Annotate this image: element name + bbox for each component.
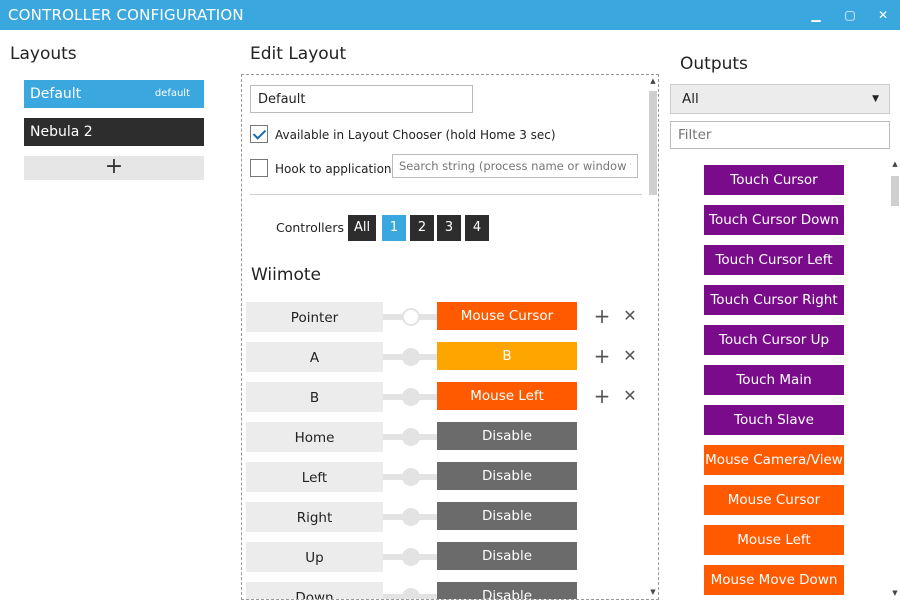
mapping-input[interactable]: Down xyxy=(246,582,383,599)
mapping-knob[interactable] xyxy=(402,308,420,326)
layout-item-label: Nebula 2 xyxy=(30,124,93,140)
available-label: Available in Layout Chooser (hold Home 3… xyxy=(275,128,556,142)
mapping-knob[interactable] xyxy=(402,508,420,526)
mapping-knob[interactable] xyxy=(402,588,420,599)
mapping-knob[interactable] xyxy=(402,388,420,406)
output-item[interactable]: Touch Slave xyxy=(704,405,844,435)
close-icon[interactable]: ✕ xyxy=(623,306,637,325)
mapping-output[interactable]: Disable xyxy=(437,582,577,599)
controller-2-button[interactable]: 2 xyxy=(410,215,434,241)
output-item[interactable]: Touch Cursor Left xyxy=(704,245,844,275)
layout-item-label: Default xyxy=(30,86,82,102)
output-category-select[interactable]: All ▼ xyxy=(670,84,890,114)
scroll-down-icon[interactable]: ▼ xyxy=(892,589,898,597)
controllers-label: Controllers xyxy=(276,220,344,235)
output-item[interactable]: Touch Cursor Right xyxy=(704,285,844,315)
plus-icon: + xyxy=(104,154,124,179)
minimize-button[interactable]: ▁ xyxy=(811,8,821,22)
mapping-output[interactable]: Mouse Cursor xyxy=(437,302,577,330)
controller-3-button[interactable]: 3 xyxy=(437,215,461,241)
outputs-heading: Outputs xyxy=(680,54,748,74)
output-item[interactable]: Touch Cursor Down xyxy=(704,205,844,235)
layout-name-input[interactable] xyxy=(250,85,473,113)
layout-item-nebula-2[interactable]: Nebula 2 xyxy=(24,118,204,146)
close-button[interactable]: ✕ xyxy=(877,8,889,22)
chevron-down-icon: ▼ xyxy=(872,94,879,104)
maximize-button[interactable]: ▢ xyxy=(844,8,856,22)
mapping-row: Down Disable xyxy=(246,582,646,599)
output-item[interactable]: Touch Main xyxy=(704,365,844,395)
window-title: CONTROLLER CONFIGURATION xyxy=(8,6,244,24)
add-icon[interactable]: + xyxy=(593,384,611,408)
scrollbar-thumb[interactable] xyxy=(891,176,899,206)
scroll-up-icon[interactable]: ▲ xyxy=(650,77,656,85)
hook-search-input[interactable] xyxy=(392,154,638,178)
output-item[interactable]: Touch Cursor xyxy=(704,165,844,195)
outputs-scrollbar[interactable]: ▲ ▼ xyxy=(890,158,900,600)
wiimote-section-title: Wiimote xyxy=(251,265,321,285)
mapping-knob[interactable] xyxy=(402,468,420,486)
controller-1-button[interactable]: 1 xyxy=(382,215,406,241)
mapping-knob[interactable] xyxy=(402,428,420,446)
mapping-input[interactable]: B xyxy=(246,382,383,412)
mapping-row: Right Disable xyxy=(246,502,646,532)
edit-scrollbar[interactable]: ▲ ▼ xyxy=(648,75,658,599)
available-checkbox[interactable] xyxy=(250,125,268,143)
controller-4-button[interactable]: 4 xyxy=(465,215,489,241)
edit-layout-heading: Edit Layout xyxy=(250,44,347,64)
hook-checkbox[interactable] xyxy=(250,159,268,177)
mapping-input[interactable]: Pointer xyxy=(246,302,383,332)
output-filter-input[interactable] xyxy=(670,121,890,149)
scrollbar-thumb[interactable] xyxy=(649,91,657,195)
mapping-row: B Mouse Left + ✕ xyxy=(246,382,646,412)
output-item[interactable]: Mouse Camera/View xyxy=(704,445,844,475)
mapping-row: A B + ✕ xyxy=(246,342,646,372)
mapping-knob[interactable] xyxy=(402,548,420,566)
output-item[interactable]: Mouse Move Down xyxy=(704,565,844,595)
scroll-down-icon[interactable]: ▼ xyxy=(650,588,656,596)
mapping-output[interactable]: Disable xyxy=(437,462,577,490)
hook-label: Hook to application xyxy=(275,162,392,176)
mapping-output[interactable]: Disable xyxy=(437,422,577,450)
edit-layout-panel: Available in Layout Chooser (hold Home 3… xyxy=(241,74,659,600)
mapping-row: Up Disable xyxy=(246,542,646,572)
mapping-row: Pointer Mouse Cursor + ✕ xyxy=(246,302,646,332)
outputs-list: Touch Cursor Touch Cursor Down Touch Curso… xyxy=(670,158,900,600)
mapping-input[interactable]: Right xyxy=(246,502,383,532)
add-icon[interactable]: + xyxy=(593,344,611,368)
add-icon[interactable]: + xyxy=(593,304,611,328)
layouts-heading: Layouts xyxy=(10,44,77,64)
layout-item-default[interactable]: Default default xyxy=(24,80,204,108)
add-layout-button[interactable]: + xyxy=(24,156,204,180)
controller-all-button[interactable]: All xyxy=(348,215,376,241)
close-icon[interactable]: ✕ xyxy=(623,386,637,405)
divider xyxy=(250,194,642,195)
output-item[interactable]: Mouse Cursor xyxy=(704,485,844,515)
output-item[interactable]: Touch Cursor Up xyxy=(704,325,844,355)
default-badge: default xyxy=(154,88,190,99)
mapping-row: Home Disable xyxy=(246,422,646,452)
mapping-output[interactable]: Mouse Left xyxy=(437,382,577,410)
title-bar: CONTROLLER CONFIGURATION ▁ ▢ ✕ xyxy=(0,0,900,30)
mapping-input[interactable]: Home xyxy=(246,422,383,452)
scroll-up-icon[interactable]: ▲ xyxy=(892,160,898,168)
mapping-row: Left Disable xyxy=(246,462,646,492)
mapping-knob[interactable] xyxy=(402,348,420,366)
mapping-output[interactable]: Disable xyxy=(437,542,577,570)
output-category-value: All xyxy=(682,91,699,107)
close-icon[interactable]: ✕ xyxy=(623,346,637,365)
mapping-input[interactable]: Left xyxy=(246,462,383,492)
output-item[interactable]: Mouse Left xyxy=(704,525,844,555)
mapping-output[interactable]: Disable xyxy=(437,502,577,530)
mapping-input[interactable]: A xyxy=(246,342,383,372)
mapping-input[interactable]: Up xyxy=(246,542,383,572)
mapping-output[interactable]: B xyxy=(437,342,577,370)
